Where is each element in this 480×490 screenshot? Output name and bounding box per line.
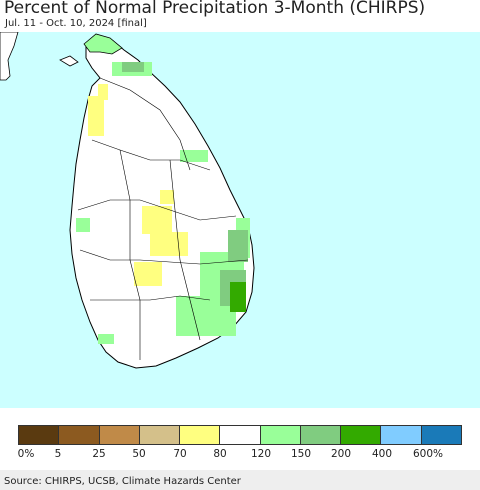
map-subtitle: Jul. 11 - Oct. 10, 2024 [final] (5, 18, 147, 29)
legend-swatch (100, 426, 140, 444)
legend-swatch (261, 426, 301, 444)
legend-tick-label: 50 (132, 448, 145, 460)
legend-tick-label: 150 (291, 448, 311, 460)
legend-tick-label: 70 (173, 448, 186, 460)
legend-swatch (341, 426, 381, 444)
legend-tick-label: 0% (18, 448, 35, 460)
legend-swatch (422, 426, 461, 444)
source-credit: Source: CHIRPS, UCSB, Climate Hazards Ce… (4, 476, 241, 487)
legend-tick-label: 200 (331, 448, 351, 460)
legend-tick-label: 80 (213, 448, 226, 460)
map-title: Percent of Normal Precipitation 3-Month … (4, 0, 425, 18)
legend-swatch (180, 426, 220, 444)
legend-tick-labels: 0% 5 25 50 70 80 120 150 200 400 600% (0, 448, 480, 462)
legend-swatch (19, 426, 59, 444)
legend-swatch (140, 426, 180, 444)
legend-tick-label: 25 (92, 448, 105, 460)
legend-tick-label: 5 (55, 448, 62, 460)
legend-swatch (59, 426, 99, 444)
legend-tick-label: 600% (413, 448, 443, 460)
legend-bar (18, 425, 462, 445)
precipitation-map (0, 32, 480, 408)
legend-swatch (220, 426, 260, 444)
legend-tick-label: 120 (251, 448, 271, 460)
precip-dark-green-areas (230, 282, 246, 312)
legend-tick-label: 400 (372, 448, 392, 460)
legend-swatch (301, 426, 341, 444)
legend-swatch (381, 426, 421, 444)
